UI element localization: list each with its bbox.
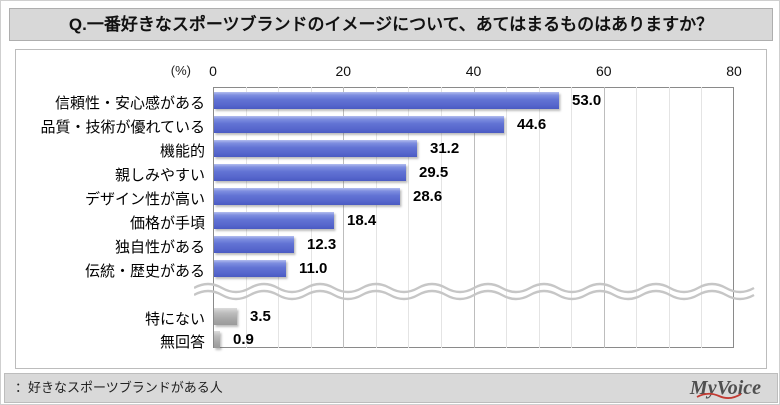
bar-primary — [214, 188, 400, 205]
axis-tick-label: 80 — [726, 63, 742, 79]
category-label: 信頼性・安心感がある — [54, 95, 205, 112]
bar-primary — [214, 260, 286, 277]
footer-bar: ：好きなスポーツブランドがある人 MyVoice — [4, 373, 778, 403]
bar-value-label: 3.5 — [250, 308, 271, 325]
gridline-minor — [506, 87, 507, 348]
unit-label: (%) — [170, 63, 191, 78]
gridline-minor — [539, 87, 540, 348]
bar-value-label: 12.3 — [307, 236, 337, 253]
plot-area — [213, 87, 734, 348]
bar-primary — [214, 92, 559, 109]
bar-primary — [214, 116, 504, 133]
bar-value-label: 44.6 — [517, 116, 547, 133]
bar-value-label: 31.2 — [430, 140, 460, 157]
bar-secondary — [214, 331, 220, 348]
category-label: 独自性がある — [114, 239, 205, 256]
gridline-minor — [571, 87, 572, 348]
bar-value-label: 11.0 — [299, 260, 328, 277]
gridline-minor — [376, 87, 377, 348]
gridline-major — [474, 87, 475, 348]
category-label: デザイン性が高い — [84, 191, 205, 208]
bar-value-label: 18.4 — [347, 212, 377, 229]
axis-tick-label: 40 — [465, 63, 482, 79]
bar-primary — [214, 164, 406, 181]
category-label: 価格が手頃 — [129, 215, 205, 232]
axis-tick-label: 20 — [335, 63, 352, 79]
gridline-minor — [669, 87, 670, 348]
bar-primary — [214, 212, 334, 229]
category-label: 親しみやすい — [114, 167, 205, 184]
bar-primary — [214, 236, 294, 253]
category-label: 機能的 — [159, 143, 205, 160]
bar-secondary — [214, 308, 237, 325]
bar-value-label: 28.6 — [413, 188, 443, 205]
bar-value-label: 53.0 — [572, 92, 602, 109]
bar-value-label: 0.9 — [233, 331, 254, 348]
gridline-minor — [636, 87, 637, 348]
gridline-major — [604, 87, 605, 348]
logo-red-swoosh-icon — [696, 392, 742, 399]
gridline-minor — [408, 87, 409, 348]
category-label: 無回答 — [159, 334, 205, 351]
axis-tick-label: 60 — [595, 63, 612, 79]
bar-primary — [214, 140, 417, 157]
question-title: Q.一番好きなスポーツブランドのイメージについて、あてはまるものはありますか？ — [9, 8, 773, 41]
footer-note: ：好きなスポーツブランドがある人 — [15, 380, 223, 395]
axis-break-wave — [194, 282, 755, 301]
category-label: 特にない — [144, 311, 205, 328]
gridline-major — [343, 87, 344, 348]
gridline-minor — [441, 87, 442, 348]
category-label: 伝統・歴史がある — [84, 263, 205, 280]
myvoice-logo: MyVoice — [690, 376, 761, 402]
axis-tick-label: 0 — [209, 63, 217, 79]
bar-value-label: 29.5 — [419, 164, 449, 181]
gridline-minor — [701, 87, 702, 348]
category-label: 品質・技術が優れている — [40, 119, 205, 136]
